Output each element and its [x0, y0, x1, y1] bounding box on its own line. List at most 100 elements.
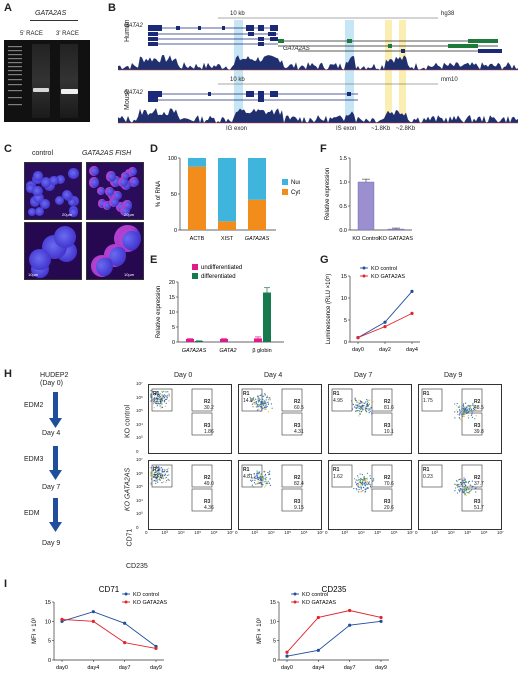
fish-image-gata2as-zoom — [86, 222, 144, 280]
event-dot — [160, 477, 162, 479]
event-dot — [474, 418, 476, 420]
fish-col-gata2as: GATA2AS FISH — [82, 150, 132, 157]
x-tick-label: day0 — [352, 347, 364, 353]
event-dot — [470, 414, 473, 416]
event-dot — [158, 471, 160, 473]
flow-y-tick: 10⁵ — [136, 484, 143, 490]
event-dot — [360, 477, 362, 479]
event-dot — [269, 470, 271, 472]
event-dot — [360, 400, 362, 403]
y-tick-label: 5 — [172, 325, 175, 331]
event-dot — [364, 491, 366, 493]
flow-x-tick: 10³ — [251, 530, 258, 535]
event-dot — [356, 482, 358, 485]
data-point — [410, 311, 414, 315]
event-dot — [358, 488, 360, 491]
genome-tracks — [118, 17, 518, 124]
flow-plot: R1 1.75 R2 48.5 R3 39.8 — [418, 384, 502, 454]
event-dot — [371, 403, 373, 405]
event-dot — [163, 394, 165, 396]
event-dot — [161, 391, 164, 393]
event-dot — [262, 395, 264, 398]
event-dot — [161, 390, 163, 392]
event-dot — [364, 484, 366, 486]
event-dot — [459, 489, 461, 492]
event-dot — [258, 471, 260, 473]
cell-nucleus — [49, 175, 59, 186]
chart-f-knockout-expression: 0.0 0.5 1.0 1.5 Relative expression KO Contro… — [325, 156, 413, 242]
flow-y-tick: 0 — [136, 525, 139, 530]
event-dot — [462, 479, 464, 482]
flow-plot-dots — [241, 388, 303, 436]
event-dot — [163, 468, 166, 471]
event-dot — [466, 409, 468, 412]
flow-day7: Day 7 — [42, 484, 61, 491]
chart-i-cd71: 0 5 10 15 MFI × 10³ day0 day4 day7 day9 CD71 KO co… — [32, 585, 167, 671]
event-dot — [365, 480, 367, 482]
event-dot — [253, 399, 256, 401]
flow-plot-dots — [331, 388, 393, 436]
data-point — [91, 610, 95, 614]
cell-nucleus — [110, 176, 122, 188]
scalebar-c4: 10µm — [124, 272, 135, 277]
y-axis-label: % of RNA — [156, 181, 162, 207]
event-dot — [255, 476, 257, 478]
event-dot — [159, 405, 161, 407]
event-dot — [263, 403, 265, 405]
event-dot — [467, 492, 469, 494]
event-dot — [459, 412, 462, 414]
event-dot — [159, 395, 161, 398]
event-dot — [465, 411, 467, 413]
event-dot — [168, 395, 170, 397]
event-dot — [159, 396, 161, 398]
legend-label: KO GATA2AS — [133, 600, 167, 606]
chart-g-luminescence: 0 5 10 15 Luminescence (RLU ×10⁵) day0 day2 day… — [325, 266, 420, 353]
gate-name: R2 — [474, 475, 481, 481]
event-dot — [165, 398, 167, 400]
event-dot — [160, 399, 162, 401]
event-dot — [257, 399, 259, 401]
row-label-ko-control: KO control — [124, 404, 132, 439]
event-dot — [475, 491, 477, 493]
event-dot — [259, 394, 261, 397]
event-dot — [265, 408, 267, 410]
event-dot — [254, 474, 256, 477]
y-tick-label: 15 — [270, 600, 276, 606]
scalebar-c1: 20µm — [62, 212, 73, 217]
gate-name: R2 — [384, 475, 391, 481]
event-dot — [357, 477, 360, 479]
bar — [220, 339, 228, 342]
flow-y-tick: 10³ — [136, 435, 143, 441]
event-dot — [463, 415, 465, 417]
data-point — [348, 608, 352, 613]
event-dot — [459, 410, 461, 412]
event-dot — [164, 396, 166, 398]
flow-x-tick: 10⁴ — [447, 530, 455, 535]
assembly-mouse: mm10 — [441, 77, 458, 83]
event-dot — [372, 480, 374, 482]
event-dot — [157, 478, 159, 481]
event-dot — [360, 411, 363, 413]
flow-x-tick: 10⁵ — [464, 530, 472, 535]
event-dot — [357, 485, 359, 487]
gate-percentage: 82.4 — [294, 481, 304, 487]
event-dot — [268, 397, 270, 399]
gate-percentage: 1.75 — [423, 398, 433, 404]
event-dot — [370, 406, 373, 408]
event-dot — [471, 480, 473, 482]
event-dot — [264, 475, 266, 477]
flow-y-tick: 10³ — [136, 511, 143, 517]
flow-arrows — [49, 392, 62, 532]
event-dot — [264, 402, 266, 405]
y-tick-label: 10 — [341, 296, 347, 302]
event-dot — [260, 481, 263, 483]
event-dot — [250, 480, 253, 482]
bar — [195, 340, 203, 342]
event-dot — [355, 484, 358, 486]
event-dot — [156, 471, 158, 473]
gate-name: R3 — [474, 423, 481, 429]
event-dot — [252, 479, 254, 481]
event-dot — [352, 403, 354, 406]
event-dot — [154, 471, 156, 474]
event-dot — [470, 489, 472, 492]
